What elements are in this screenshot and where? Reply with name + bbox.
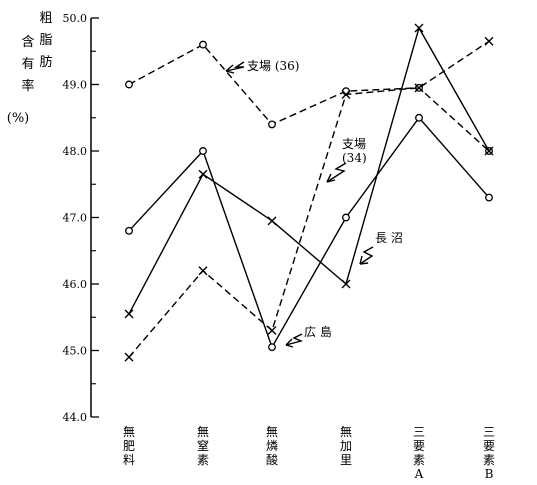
y-tick-label: 44.0 (63, 411, 88, 424)
x-category-label: 無 (197, 424, 209, 439)
series-layer (124, 23, 494, 362)
y-axis-label-char: 粗 (39, 11, 52, 26)
series-line (128, 26, 490, 315)
data-point (198, 266, 208, 276)
annotation-arrow-shijo34 (326, 162, 347, 183)
data-point (199, 147, 207, 155)
annotation-arrow-shijo36 (225, 61, 245, 72)
x-category-label: 素 (197, 453, 209, 467)
x-category-label: A (414, 467, 424, 481)
data-point (124, 309, 134, 319)
data-point (267, 216, 277, 226)
x-category-label: 里 (340, 453, 352, 467)
x-category-label: 肥 (123, 439, 135, 453)
x-category-label: 窒 (197, 438, 209, 453)
data-point (268, 120, 276, 129)
y-axis-label-unit: (%) (7, 111, 30, 126)
x-category-label: 無 (340, 424, 352, 439)
series-line (128, 43, 490, 152)
data-point (124, 352, 134, 362)
annotation-naganuma: 長 沼 (375, 231, 403, 245)
annotation-arrow-naganuma (359, 246, 374, 265)
annotation-hiroshima: 広 島 (304, 324, 332, 339)
y-axis-label-char: 含 (21, 34, 34, 50)
data-point (199, 40, 207, 49)
data-point (267, 326, 277, 336)
data-point (484, 146, 494, 156)
data-point (342, 87, 350, 96)
annotation-arrow-hiroshima (285, 333, 304, 346)
data-point (485, 193, 493, 202)
data-point (414, 23, 424, 33)
y-axis-label-char: 率 (21, 78, 34, 94)
annotation-arrowhead-hiroshima (285, 338, 294, 348)
annotation-arrowhead-naganuma (359, 255, 369, 265)
data-point (125, 226, 133, 235)
data-point (341, 279, 351, 289)
data-point (198, 169, 208, 179)
y-tick-label: 50.0 (63, 12, 88, 25)
y-axis-label-char: 肪 (39, 54, 52, 70)
y-tick-label: 49.0 (63, 79, 88, 92)
x-category-label: 三 (413, 425, 425, 439)
annotation-arrowhead-shijo36 (225, 64, 235, 74)
x-category-label: 料 (123, 453, 135, 467)
x-category-label: 酸 (266, 452, 278, 467)
data-point (341, 89, 351, 99)
annotation-shijo34-line1: 支場 (342, 137, 366, 151)
x-category-label: 三 (483, 425, 495, 439)
y-axis-label-char: 有 (21, 57, 34, 72)
y-tick-label: 47.0 (63, 212, 88, 225)
data-point (484, 36, 494, 46)
series-1 (124, 36, 494, 362)
series-line (128, 116, 490, 349)
x-category-label: 無 (123, 424, 135, 439)
data-point (342, 213, 350, 222)
data-point (415, 113, 423, 122)
series-0 (125, 40, 493, 155)
y-axis-label-char: 脂 (39, 33, 52, 48)
x-category-label: 要 (413, 439, 425, 453)
data-point (414, 83, 424, 93)
annotation-shijo34-line2: (34) (342, 151, 367, 165)
data-point (268, 343, 276, 352)
series-3 (125, 113, 493, 352)
annotations: 支場 (36) 支場 (34) 長 沼 広 島 (225, 59, 403, 348)
x-category-label: 燐 (266, 439, 278, 453)
x-category-label: 素 (483, 453, 495, 467)
axes: 44.045.046.047.048.049.050.0粗脂肪含有率(%)無肥料… (7, 11, 495, 481)
y-tick-label: 48.0 (63, 145, 88, 158)
annotation-arrowhead-shijo34 (326, 173, 336, 183)
series-line (128, 40, 490, 358)
annotation-shijo36: 支場 (36) (247, 59, 299, 73)
x-category-label: 素 (413, 453, 425, 467)
series-2 (124, 23, 494, 319)
x-category-label: 要 (483, 439, 495, 453)
x-category-label: 加 (340, 439, 352, 453)
data-point (125, 80, 133, 89)
x-category-label: B (485, 467, 494, 481)
y-tick-label: 46.0 (63, 278, 88, 291)
y-tick-label: 45.0 (63, 345, 88, 358)
x-category-label: 無 (266, 424, 278, 439)
